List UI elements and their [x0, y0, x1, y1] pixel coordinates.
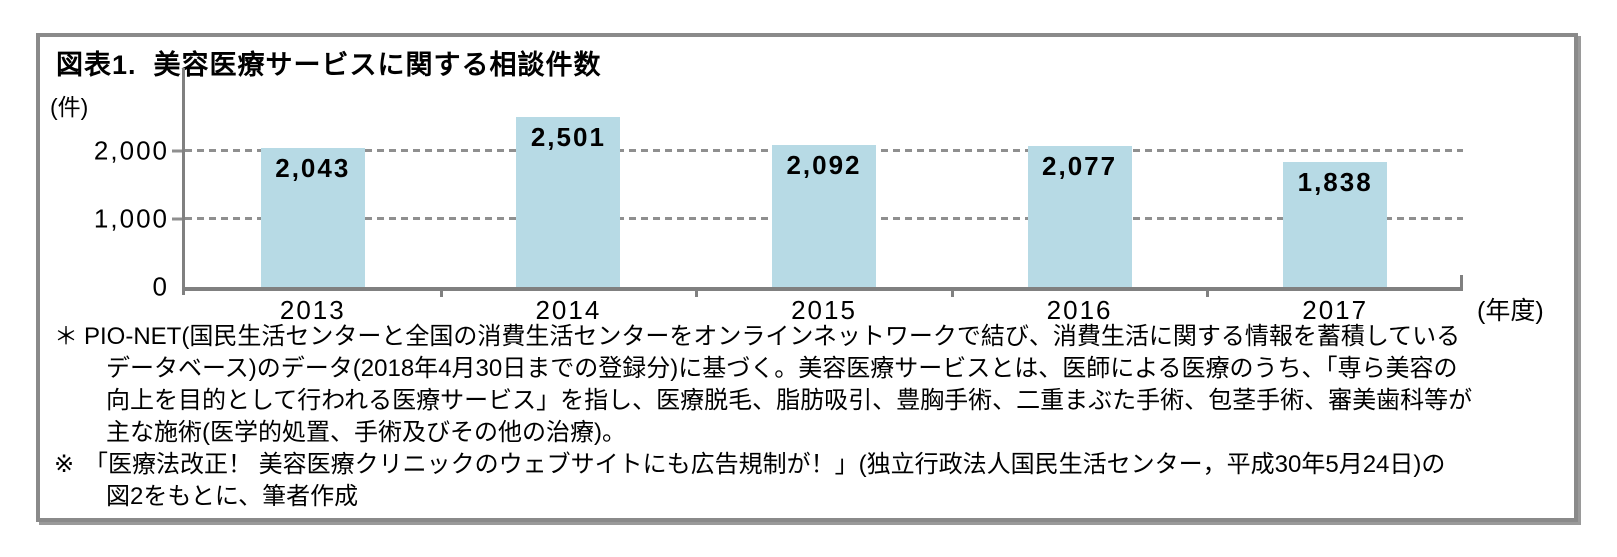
year-label-2016: 2016 — [1046, 295, 1113, 325]
y-tick-mark — [172, 217, 182, 221]
footnote-line: 図2をもとに、筆者作成 — [40, 481, 1574, 513]
footnote-text: PIO-NET(国民生活センターと全国の消費生活センターをオンラインネットワーク… — [84, 323, 1461, 350]
bar-value-label: 2,092 — [786, 149, 862, 180]
footnote-line: ※ 「医療法改正！ 美容医療クリニックのウェブサイトにも広告規制が！」(独立行政法… — [40, 449, 1574, 481]
figure-title: 図表1. 美容医療サービスに関する相談件数 — [56, 50, 602, 80]
footnote-text: データベース)のデータ(2018年4月30日までの登録分)に基づく。美容医療サー… — [106, 355, 1458, 382]
footnote-marker: ＊ — [54, 323, 78, 350]
bar-value-label: 1,838 — [1297, 166, 1373, 197]
year-label-2013: 2013 — [279, 295, 346, 325]
x-axis-line — [182, 287, 1463, 291]
x-tick-mark — [695, 287, 699, 297]
bar-slot-2015: 2,092 — [696, 110, 952, 287]
x-tick-mark — [1206, 287, 1210, 297]
bar-slot-2016: 2,077 — [952, 110, 1208, 287]
footnote-text: 図2をもとに、筆者作成 — [106, 483, 359, 510]
year-label-2015: 2015 — [791, 295, 857, 325]
footnote-line: 主な施術(医学的処置、手術及びその他の治療)。 — [40, 417, 1574, 449]
y-tick-label: 0 — [152, 271, 169, 302]
bar-slot-2017: 1,838 — [1207, 110, 1463, 287]
footnote-text: 向上を目的として行われる医療サービス」を指し、医療脱毛、脂肪吸引、豊胸手術、二重… — [106, 387, 1473, 414]
bar-2017: 1,838 — [1283, 161, 1388, 287]
footnote-line: ＊ PIO-NET(国民生活センターと全国の消費生活センターをオンラインネットワー… — [40, 321, 1574, 353]
bar-slot-2013: 2,043 — [185, 110, 441, 287]
bars-container: 2,043 2,501 2,092 2,077 1,838 — [185, 110, 1463, 287]
x-axis-end-tick — [1460, 275, 1463, 287]
footnote-text: 「医療法改正！ 美容医療クリニックのウェブサイトにも広告規制が！」(独立行政法人… — [84, 451, 1446, 478]
bar-value-label: 2,077 — [1042, 150, 1118, 181]
footnote-line: 向上を目的として行われる医療サービス」を指し、医療脱毛、脂肪吸引、豊胸手術、二重… — [40, 385, 1574, 417]
bar-2016: 2,077 — [1027, 145, 1132, 287]
y-tick-label: 2,000 — [93, 135, 169, 166]
bar-value-label: 2,043 — [275, 152, 351, 183]
footnote-line: データベース)のデータ(2018年4月30日までの登録分)に基づく。美容医療サー… — [40, 353, 1574, 385]
bar-2014: 2,501 — [516, 116, 621, 287]
figure-frame: 図表1. 美容医療サービスに関する相談件数 (件) 0 1,000 2,000 2,0… — [36, 33, 1578, 522]
y-tick-mark — [172, 149, 182, 153]
y-axis-unit-label: (件) — [50, 94, 89, 120]
x-axis-category-labels: 2013 2014 2015 2016 2017 — [185, 295, 1463, 326]
bar-chart-plot-area: 0 1,000 2,000 2,043 2,501 2,092 2,077 1,838 — [94, 68, 1463, 302]
bar-2013: 2,043 — [260, 147, 365, 287]
y-axis-line — [182, 68, 185, 295]
footnotes-block: ＊ PIO-NET(国民生活センターと全国の消費生活センターをオンラインネットワー… — [40, 321, 1574, 513]
bar-slot-2014: 2,501 — [441, 110, 697, 287]
y-tick-label: 1,000 — [93, 203, 169, 234]
x-tick-mark — [439, 287, 443, 297]
bar-value-label: 2,501 — [530, 121, 606, 152]
year-label-2017: 2017 — [1302, 295, 1369, 325]
footnote-text: 主な施術(医学的処置、手術及びその他の治療)。 — [106, 419, 626, 446]
x-tick-mark — [950, 287, 954, 297]
footnote-marker: ※ — [54, 451, 75, 478]
bar-2015: 2,092 — [771, 144, 876, 287]
x-axis-unit-label: (年度) — [1477, 297, 1544, 325]
year-label-2014: 2014 — [535, 295, 602, 325]
